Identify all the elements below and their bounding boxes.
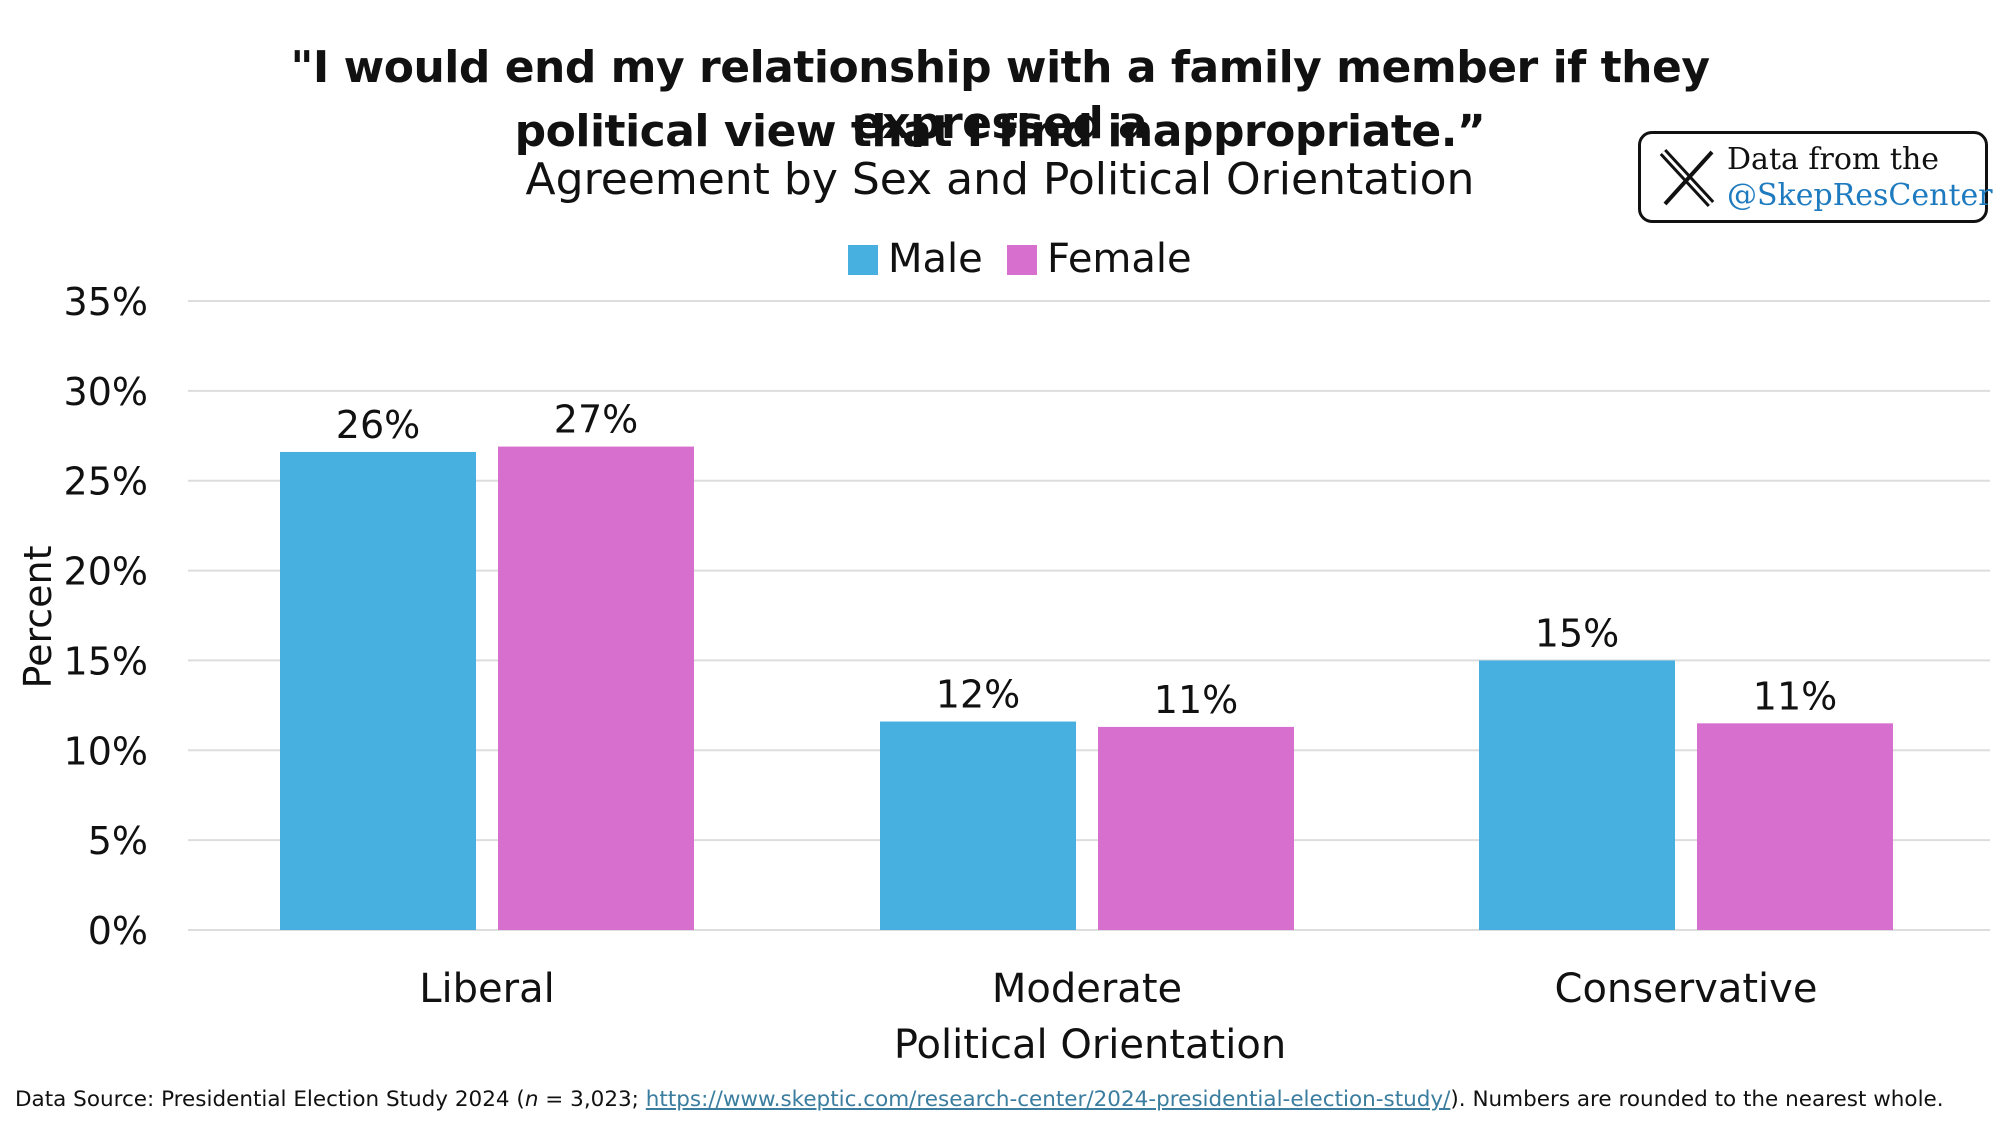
data-label-female-liberal: 27% bbox=[554, 398, 638, 442]
data-label-male-conservative: 15% bbox=[1535, 611, 1619, 655]
y-tick-label: 20% bbox=[64, 550, 148, 594]
bar-female-liberal bbox=[498, 446, 694, 930]
legend-label-male: Male bbox=[888, 236, 983, 282]
x-logo-icon bbox=[1659, 148, 1715, 208]
bar-male-conservative bbox=[1479, 660, 1675, 930]
y-tick-label: 0% bbox=[88, 909, 148, 953]
y-tick-label: 10% bbox=[64, 729, 148, 773]
badge-line-1: Data from the bbox=[1727, 142, 1940, 177]
x-tick-label: Conservative bbox=[1555, 966, 1818, 1012]
legend-swatch-male bbox=[848, 245, 878, 275]
footer-n-value: = 3,023; bbox=[538, 1087, 646, 1112]
bar-male-moderate bbox=[880, 721, 1076, 930]
badge-handle[interactable]: @SkepResCenter bbox=[1727, 178, 1993, 213]
legend-label-female: Female bbox=[1047, 236, 1192, 282]
y-tick-label: 5% bbox=[88, 819, 148, 863]
footer-n-symbol: n bbox=[524, 1087, 539, 1112]
y-tick-label: 25% bbox=[64, 460, 148, 504]
footer-suffix: ). Numbers are rounded to the nearest wh… bbox=[1450, 1087, 1944, 1112]
chart-subtitle: Agreement by Sex and Political Orientati… bbox=[525, 154, 1475, 205]
chart-legend: Male Female bbox=[0, 234, 2000, 284]
data-source-footer: Data Source: Presidential Election Study… bbox=[15, 1085, 1944, 1115]
y-tick-label: 35% bbox=[64, 280, 148, 324]
bar-female-moderate bbox=[1098, 726, 1294, 930]
data-label-female-conservative: 11% bbox=[1753, 674, 1837, 718]
y-tick-label: 30% bbox=[64, 370, 148, 414]
bar-female-conservative bbox=[1697, 723, 1893, 930]
chart-title-line-1: "I would end my relationship with a fami… bbox=[290, 42, 1710, 149]
data-label-male-moderate: 12% bbox=[936, 673, 1020, 717]
data-label-male-liberal: 26% bbox=[336, 403, 420, 447]
x-tick-label: Liberal bbox=[419, 966, 554, 1012]
social-badge[interactable]: Data from the @SkepResCenter bbox=[1638, 131, 1993, 223]
x-tick-label: Moderate bbox=[992, 966, 1182, 1012]
y-tick-label: 15% bbox=[64, 639, 148, 683]
footer-source-link[interactable]: https://www.skeptic.com/research-center/… bbox=[645, 1087, 1451, 1112]
bar-male-liberal bbox=[280, 451, 476, 930]
legend-swatch-female bbox=[1007, 245, 1037, 275]
chart-title-line-2: political view that I find inappropriate… bbox=[514, 106, 1486, 157]
y-axis-label: Percent bbox=[16, 545, 60, 689]
data-label-female-moderate: 11% bbox=[1154, 678, 1238, 722]
footer-prefix: Data Source: Presidential Election Study… bbox=[15, 1087, 525, 1112]
